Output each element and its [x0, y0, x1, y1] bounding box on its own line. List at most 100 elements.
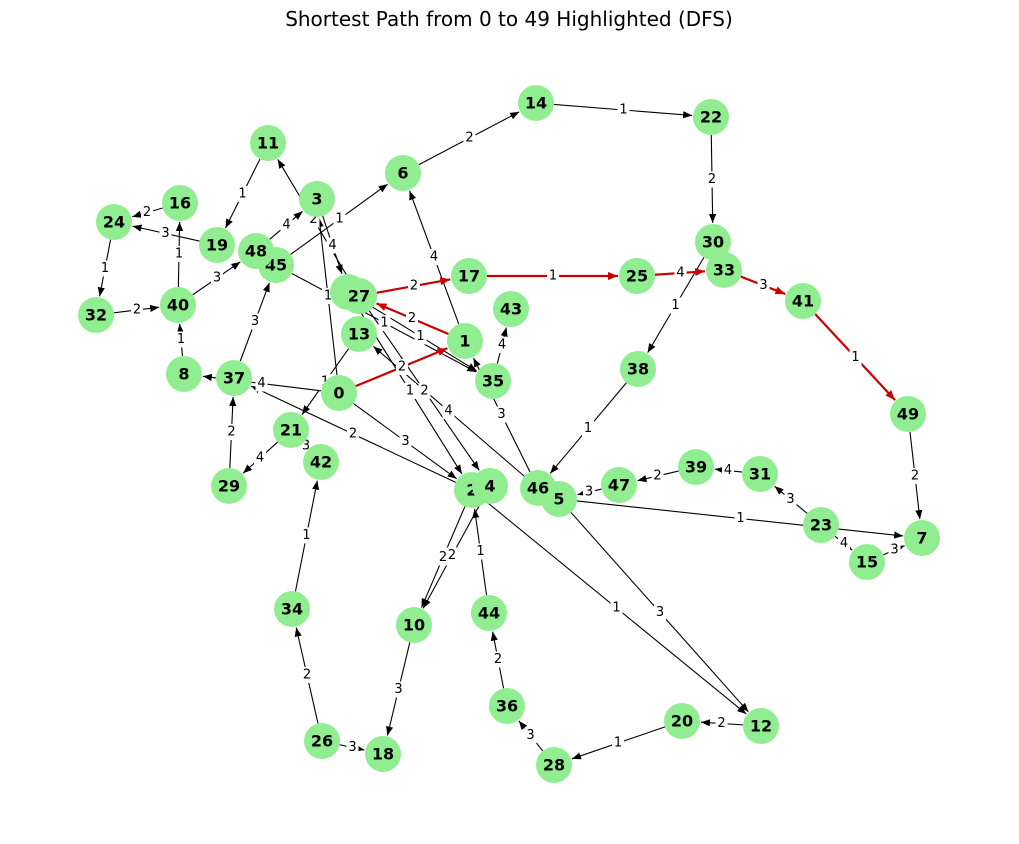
node-41: 41: [785, 283, 821, 319]
edge-weight-29-37: 2: [225, 424, 238, 440]
edge-weight-1-6: 4: [428, 249, 440, 265]
edge-weight-text: 2: [349, 427, 357, 442]
node-17: 17: [451, 258, 487, 294]
node-18: 18: [365, 736, 401, 772]
edge-weight-bg: [408, 278, 420, 294]
edge-weight-5-7: 1: [734, 510, 747, 527]
edge-weight-text: 2: [439, 550, 447, 565]
edge-weight-bg: [849, 349, 862, 366]
node-label: 42: [310, 453, 332, 472]
edge-weight-4-10: 2: [446, 547, 458, 564]
edge-weight-text: 3: [161, 226, 169, 241]
node-circle: [475, 363, 511, 399]
edge-weight-text: 1: [380, 316, 388, 331]
node-circle: [518, 85, 554, 121]
edge-weight-text: 1: [476, 544, 484, 559]
node-circle: [96, 204, 132, 240]
edge-weight-text: 2: [408, 311, 416, 326]
edge-weight-bg: [583, 484, 595, 500]
edge-weight-1-27: 2: [406, 310, 418, 327]
node-label: 7: [916, 529, 927, 548]
edge-weight-bg: [159, 225, 172, 242]
edge-weight-bg: [399, 433, 412, 450]
edge-weight-text: 2: [133, 303, 141, 318]
edge-weight-text: 1: [671, 298, 679, 313]
node-circle: [743, 708, 779, 744]
edge-weight-33-41: 3: [757, 277, 770, 294]
node-circle: [303, 444, 339, 480]
node-12: 12: [743, 708, 779, 744]
node-circle: [160, 287, 196, 323]
node-label: 40: [167, 296, 189, 315]
edge-weight-text: 1: [177, 332, 185, 347]
node-label: 37: [223, 369, 245, 388]
node-6: 6: [385, 155, 421, 191]
edge-weight-25-33: 4: [674, 265, 687, 281]
node-11: 11: [250, 125, 286, 161]
node-label: 1: [459, 332, 470, 351]
node-23: 23: [803, 507, 839, 543]
node-label: 23: [810, 516, 832, 535]
edge-weight-bg: [249, 313, 261, 330]
edge-weight-bg: [496, 337, 508, 353]
node-label: 11: [257, 134, 279, 153]
edge-weight-text: 4: [676, 266, 684, 281]
node-label: 26: [311, 732, 333, 751]
edge-weight-text: 2: [143, 205, 151, 220]
node-7: 7: [904, 520, 940, 556]
node-49: 49: [890, 396, 926, 432]
node-circle: [489, 688, 525, 724]
edge-weight-bg: [722, 462, 734, 479]
edge-weight-8-40: 1: [175, 331, 187, 348]
edge-weight-bg: [301, 667, 313, 683]
edge-weight-20-28: 1: [612, 735, 624, 751]
node-43: 43: [493, 291, 529, 327]
node-circle: [601, 467, 637, 503]
node-46: 46: [520, 470, 556, 506]
node-circle: [211, 468, 247, 504]
edge-weight-11-19: 1: [236, 186, 249, 202]
node-label: 31: [749, 465, 771, 484]
edge-weight-text: 3: [656, 605, 664, 620]
edge-weight-41-49: 1: [849, 349, 862, 366]
edge-weight-23-31: 3: [784, 491, 797, 508]
edge-weight-14-22: 1: [617, 102, 630, 118]
edge-weight-bg: [392, 681, 405, 698]
edge-weight-text: 4: [282, 218, 290, 233]
node-circle: [664, 703, 700, 739]
node-circle: [451, 258, 487, 294]
edge-weight-34-42: 1: [300, 527, 313, 544]
node-26: 26: [304, 723, 340, 759]
edge-weight-bg: [141, 204, 153, 221]
node-25: 25: [619, 258, 655, 294]
edge-weight-text: 3: [526, 728, 534, 743]
edge-weight-45-35: 1: [378, 315, 391, 331]
edge-weight-bg: [463, 130, 476, 146]
node-circle: [803, 507, 839, 543]
edge-weight-26-34: 2: [301, 667, 313, 683]
edge-weight-10-18: 3: [392, 681, 405, 698]
node-label: 38: [627, 360, 649, 379]
edge-weight-text: 1: [851, 350, 859, 365]
edge-weight-text: 3: [348, 740, 356, 755]
node-0: 0: [321, 375, 357, 411]
edge-weight-bg: [651, 468, 664, 484]
edge-weight-bg: [524, 727, 537, 744]
edge-weight-text: 1: [324, 289, 332, 304]
edge-weight-49-7: 2: [909, 468, 921, 484]
edge-weight-text: 1: [619, 103, 627, 118]
node-circle: [785, 283, 821, 319]
edge-weight-bg: [706, 171, 718, 188]
edge-weight-text: 2: [309, 212, 317, 227]
edge-weight-text: 1: [238, 187, 246, 202]
node-circle: [216, 360, 252, 396]
node-circle: [706, 252, 742, 288]
node-32: 32: [78, 297, 114, 333]
edge-weight-21-29: 4: [254, 450, 266, 466]
edge-weight-27-17: 2: [408, 278, 420, 294]
node-circle: [365, 736, 401, 772]
edge-weight-17-25: 1: [547, 268, 559, 284]
node-label: 35: [482, 372, 504, 391]
node-circle: [472, 468, 508, 504]
node-circle: [520, 470, 556, 506]
